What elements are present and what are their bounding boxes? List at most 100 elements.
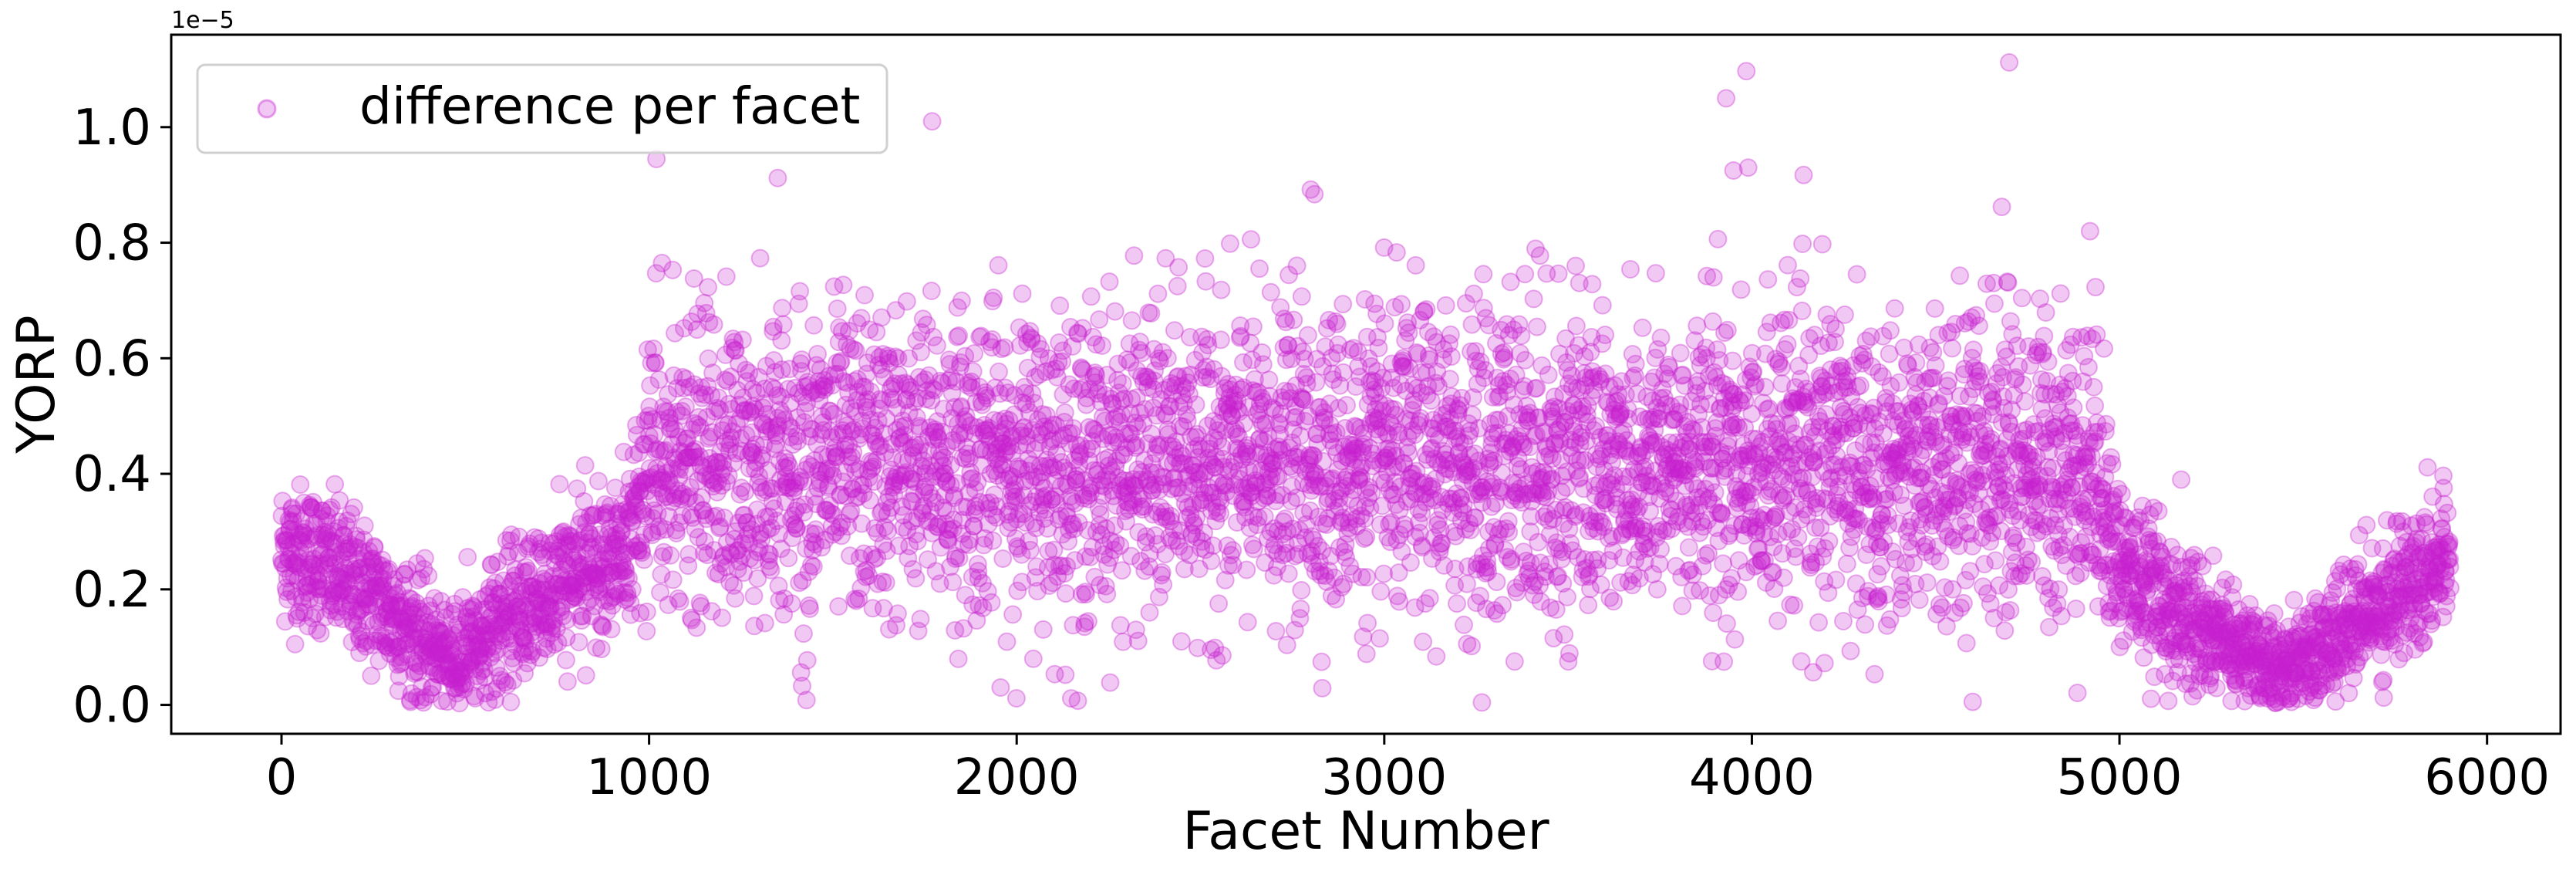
scatter-point bbox=[359, 562, 378, 582]
scatter-point bbox=[321, 596, 340, 615]
scatter-point bbox=[377, 601, 396, 620]
scatter-point bbox=[2096, 414, 2116, 434]
scatter-point bbox=[509, 607, 528, 627]
scatter-point bbox=[313, 578, 332, 596]
scatter-point bbox=[344, 498, 363, 517]
scatter-point bbox=[433, 644, 452, 664]
scatter-point bbox=[2084, 377, 2103, 397]
scatter-point bbox=[774, 315, 793, 334]
scatter-point bbox=[401, 692, 420, 711]
scatter-point bbox=[357, 611, 376, 630]
scatter-point bbox=[984, 288, 1003, 307]
scatter-point bbox=[1604, 592, 1623, 611]
scatter-point bbox=[474, 653, 493, 672]
scatter-point bbox=[472, 617, 491, 636]
scatter-point bbox=[699, 278, 717, 297]
scatter-point bbox=[495, 673, 514, 692]
scatter-point bbox=[329, 512, 349, 532]
scatter-point bbox=[393, 613, 413, 632]
scatter-point bbox=[1462, 637, 1482, 656]
scatter-point bbox=[349, 539, 368, 558]
scatter-point bbox=[410, 657, 430, 676]
scatter-point bbox=[506, 606, 525, 625]
scatter-point bbox=[367, 576, 386, 596]
scatter-point bbox=[403, 621, 423, 640]
scatter-point bbox=[1420, 589, 1439, 608]
scatter-point bbox=[1101, 673, 1120, 692]
scatter-point bbox=[352, 600, 371, 619]
scatter-point bbox=[497, 603, 516, 622]
scatter-point bbox=[475, 667, 494, 687]
scatter-point bbox=[1758, 270, 1778, 289]
scatter-point bbox=[342, 633, 362, 651]
scatter-point bbox=[427, 664, 447, 684]
scatter-point bbox=[443, 640, 463, 659]
scatter-point bbox=[437, 649, 456, 668]
scatter-point bbox=[430, 640, 450, 659]
scatter-point bbox=[352, 588, 370, 607]
scatter-point bbox=[512, 582, 531, 601]
scatter-point bbox=[295, 493, 314, 512]
scatter-point bbox=[569, 633, 588, 652]
scatter-point bbox=[309, 592, 329, 611]
scatter-point bbox=[292, 588, 312, 607]
scatter-point bbox=[1704, 268, 1723, 287]
scatter-point bbox=[376, 636, 395, 655]
scatter-point bbox=[508, 589, 528, 608]
scatter-point bbox=[297, 576, 316, 595]
scatter-point bbox=[403, 596, 422, 616]
scatter-point bbox=[281, 512, 300, 532]
scatter-point bbox=[339, 539, 359, 558]
scatter-point bbox=[588, 471, 608, 491]
scatter-point bbox=[379, 559, 399, 579]
scatter-point bbox=[369, 582, 389, 601]
scatter-point bbox=[280, 519, 299, 539]
scatter-point bbox=[309, 572, 328, 590]
scatter-point bbox=[402, 684, 421, 703]
scatter-point bbox=[284, 534, 303, 553]
scatter-point bbox=[313, 525, 332, 545]
scatter-point bbox=[452, 675, 471, 694]
scatter-point bbox=[393, 596, 412, 616]
scatter-point bbox=[328, 602, 347, 621]
scatter-point bbox=[386, 586, 405, 604]
scatter-point bbox=[445, 594, 464, 613]
scatter-point bbox=[320, 500, 339, 519]
scatter-point bbox=[504, 572, 523, 590]
scatter-point bbox=[345, 537, 364, 556]
scatter-point bbox=[1081, 287, 1101, 306]
scatter-point bbox=[438, 654, 457, 673]
scatter-point bbox=[472, 661, 491, 681]
scatter-point bbox=[1890, 373, 1909, 392]
scatter-point bbox=[963, 362, 983, 381]
scatter-point bbox=[459, 625, 478, 644]
scatter-point bbox=[469, 634, 488, 654]
scatter-point bbox=[440, 630, 459, 650]
scatter-point bbox=[297, 568, 316, 587]
scatter-point bbox=[414, 693, 433, 712]
scatter-point bbox=[1307, 373, 1326, 392]
scatter-point bbox=[1090, 310, 1109, 329]
scatter-point bbox=[484, 579, 504, 598]
scatter-point bbox=[797, 691, 816, 710]
scatter-point bbox=[311, 623, 330, 643]
scatter-point bbox=[342, 505, 361, 524]
scatter-point bbox=[1436, 296, 1455, 315]
scatter-point bbox=[386, 637, 406, 657]
scatter-point bbox=[1555, 625, 1574, 644]
scatter-point bbox=[1417, 300, 1436, 319]
scatter-point bbox=[339, 586, 359, 605]
scatter-point bbox=[1789, 528, 1808, 547]
scatter-point bbox=[470, 590, 490, 609]
scatter-point bbox=[661, 546, 680, 565]
scatter-point bbox=[1448, 594, 1466, 613]
scatter-point bbox=[490, 600, 509, 619]
scatter-point bbox=[319, 548, 339, 567]
scatter-point bbox=[293, 593, 312, 612]
scatter-point bbox=[670, 592, 690, 611]
scatter-point bbox=[1651, 328, 1671, 347]
scatter-point bbox=[335, 559, 355, 578]
scatter-point bbox=[371, 631, 390, 650]
scatter-point bbox=[373, 556, 392, 576]
scatter-point bbox=[1856, 615, 1875, 634]
